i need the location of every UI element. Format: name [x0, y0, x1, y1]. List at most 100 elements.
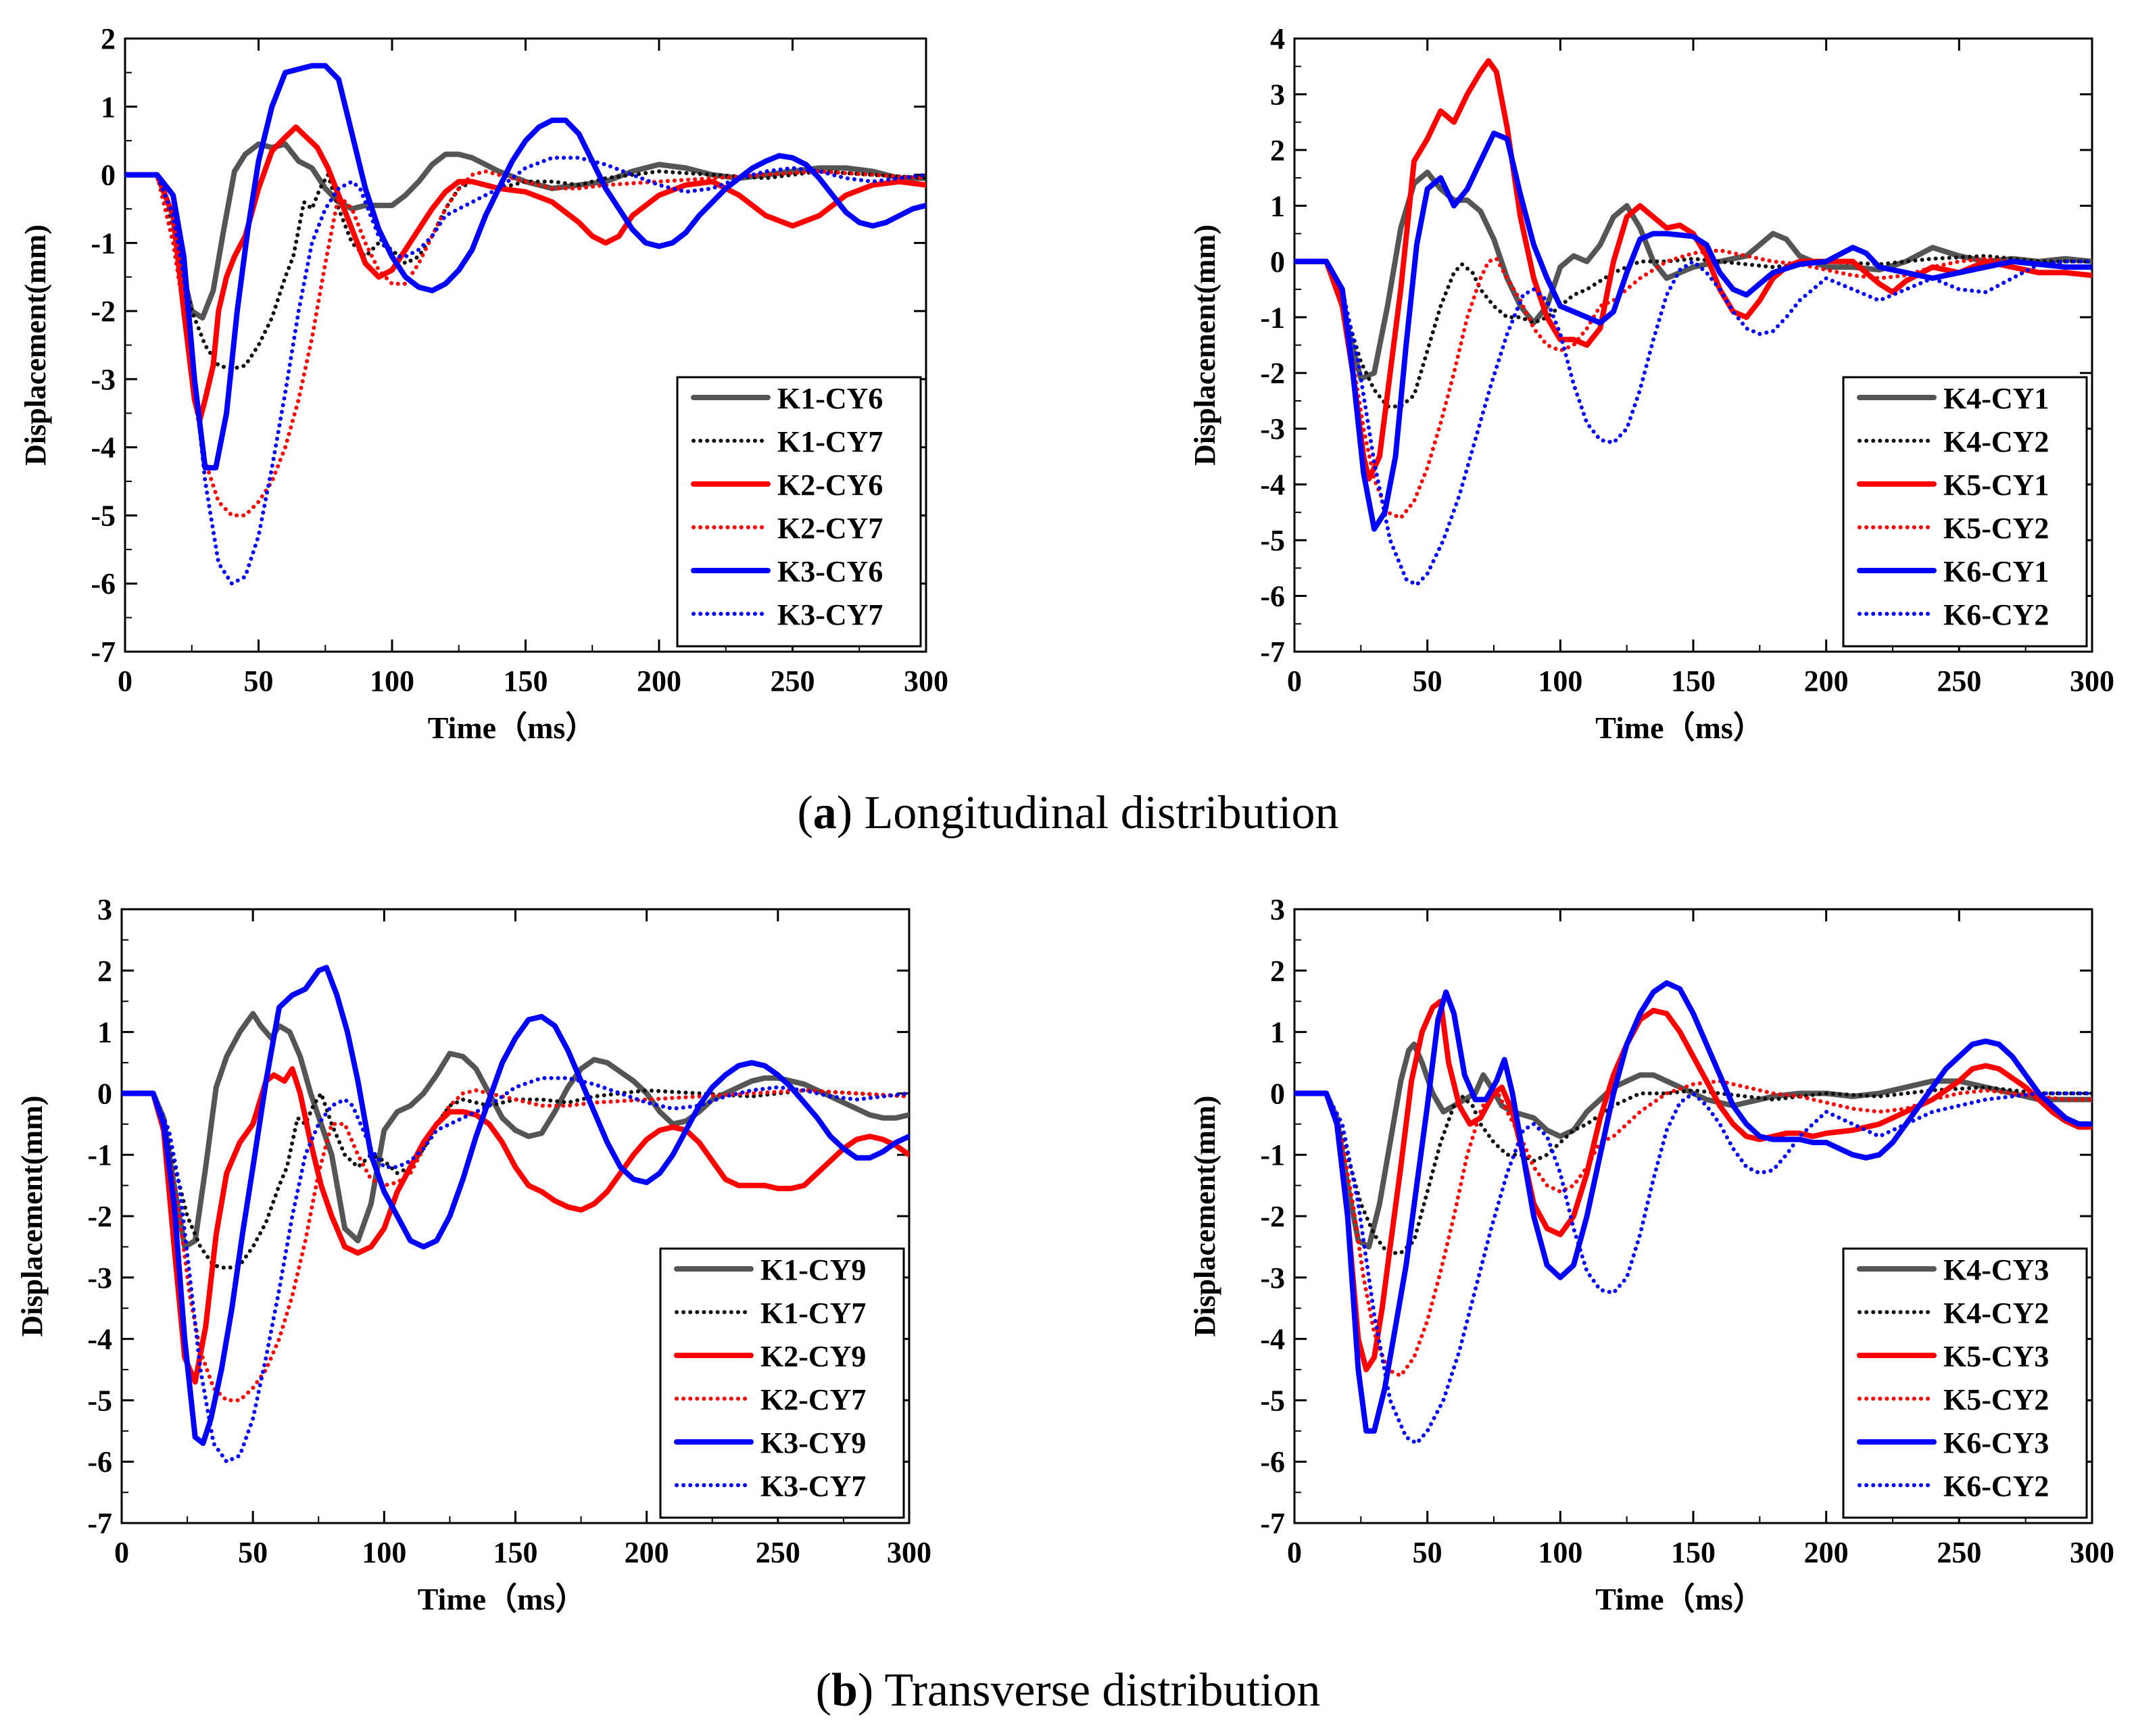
chart-longitudinal-right: 0 50 100 150 200 250 300 -7 -6 -5 -4 -3 -2 -1 0 1 2 3 4 Tim… [1188, 22, 2114, 745]
legend-label: K6-CY2 [1943, 598, 2049, 631]
x-tick-label: 50 [244, 665, 274, 698]
y-tick-label: 3 [1270, 893, 1285, 926]
x-tick-label: 150 [1671, 1536, 1716, 1569]
y-tick-label: -4 [91, 431, 116, 464]
chart-transverse-right: 0 50 100 150 200 250 300 -7 -6 -5 -4 -3 -2 -1 0 1 2 3 Time… [1188, 893, 2114, 1616]
legend-label: K4-CY1 [1943, 382, 2049, 415]
series-line-k6-cy3 [1294, 980, 2092, 1434]
legend-label: K6-CY2 [1943, 1470, 2049, 1503]
x-tick-label: 150 [504, 665, 548, 698]
legend-label: K1-CY9 [760, 1253, 866, 1286]
y-tick-label: -5 [91, 499, 116, 532]
y-tick-label: -7 [91, 635, 116, 669]
y-axis-label: Displacement(mm) [1188, 1096, 1221, 1337]
x-tick-label: 200 [637, 665, 681, 698]
x-axis-label: Time（ms） [428, 710, 597, 745]
y-tick-label: 2 [1270, 955, 1285, 988]
y-tick-label: -6 [1260, 580, 1285, 613]
y-tick-label: 2 [1270, 134, 1285, 167]
x-tick-label: 50 [238, 1536, 268, 1569]
y-tick-label: 3 [1270, 78, 1285, 111]
y-tick-label: 1 [101, 91, 116, 124]
y-axis-label: Displacement(mm) [1188, 224, 1221, 466]
legend: K4-CY1 K4-CY2 K5-CY1 K5-CY2 K6-CY1 K6-CY2 [1842, 376, 2088, 648]
y-tick-label: -5 [1260, 1384, 1285, 1417]
y-tick-label: -5 [87, 1384, 112, 1417]
legend-box [659, 1247, 905, 1519]
legend-label: K4-CY3 [1943, 1253, 2049, 1286]
x-tick-label: 100 [1538, 665, 1582, 698]
legend-label: K2-CY9 [760, 1340, 866, 1373]
y-tick-label: -7 [87, 1507, 112, 1540]
legend-label: K3-CY7 [760, 1470, 866, 1503]
x-tick-label: 100 [1538, 1536, 1582, 1569]
x-tick-label: 300 [887, 1536, 931, 1569]
y-tick-label: -1 [1260, 301, 1285, 334]
series-line-k5-cy2 [1294, 1079, 2092, 1378]
caption-a-text: Longitudinal distribution [864, 787, 1339, 839]
y-tick-label: -4 [87, 1323, 112, 1356]
y-tick-label: -4 [1260, 1323, 1285, 1356]
y-tick-label: 1 [97, 1016, 112, 1049]
x-tick-label: 250 [771, 665, 815, 698]
x-tick-label: 250 [1937, 665, 1981, 698]
series-line-k1-cy9 [122, 1011, 909, 1250]
legend-box [1842, 1247, 2088, 1519]
y-tick-label: -7 [1260, 1507, 1285, 1540]
x-tick-label: 0 [114, 1536, 129, 1569]
y-tick-label: 3 [97, 893, 112, 926]
y-tick-label: 4 [1270, 22, 1285, 55]
y-tick-label: -3 [91, 363, 116, 396]
legend-label: K1-CY7 [777, 425, 883, 458]
legend: K4-CY3 K4-CY2 K5-CY3 K5-CY2 K6-CY3 K6-CY2 [1842, 1247, 2088, 1519]
y-tick-label: -6 [1260, 1445, 1285, 1478]
y-tick-label: -2 [1260, 357, 1285, 390]
legend-label: K5-CY3 [1943, 1340, 2049, 1373]
y-tick-label: -2 [1260, 1200, 1285, 1233]
legend-box [676, 376, 922, 648]
x-tick-label: 100 [370, 665, 414, 698]
x-axis-label: Time（ms） [418, 1582, 587, 1616]
x-tick-label: 150 [493, 1536, 538, 1569]
caption-a-label: a [812, 787, 837, 839]
legend-label: K2-CY7 [760, 1383, 866, 1416]
legend-box [1842, 376, 2088, 648]
legend-label: K1-CY7 [760, 1297, 866, 1330]
y-tick-label: -1 [1260, 1138, 1285, 1172]
y-tick-label: -2 [87, 1200, 112, 1233]
x-tick-label: 150 [1671, 665, 1716, 698]
chart-longitudinal-left: 0 50 100 150 200 250 300 -7 -6 -5 -4 -3 -2 -1 0 1 2 Time（… [19, 22, 948, 745]
legend: K1-CY9 K1-CY7 K2-CY9 K2-CY7 K3-CY9 K3-CY7 [659, 1247, 905, 1519]
y-tick-label: -1 [91, 226, 116, 260]
y-tick-label: 0 [97, 1077, 112, 1110]
legend-label: K3-CY9 [760, 1426, 866, 1460]
caption-b-label: b [831, 1664, 858, 1716]
x-tick-label: 200 [1804, 1536, 1849, 1569]
legend-label: K4-CY2 [1943, 425, 2049, 458]
legend-label: K2-CY7 [777, 512, 883, 545]
series-line-k3-cy7 [125, 155, 926, 586]
legend-label: K5-CY2 [1943, 1383, 2049, 1416]
y-tick-label: -2 [91, 295, 116, 328]
y-tick-label: 2 [101, 22, 116, 55]
x-tick-label: 200 [1804, 665, 1849, 698]
legend-label: K3-CY6 [777, 555, 883, 588]
y-tick-label: 0 [101, 159, 116, 192]
y-tick-label: 2 [97, 955, 112, 988]
x-tick-label: 0 [1287, 1536, 1302, 1569]
x-tick-label: 0 [1287, 665, 1302, 698]
series-line-k1-cy7 [125, 169, 926, 371]
series-line-k5-cy2 [1294, 248, 2092, 521]
caption-a: (a) Longitudinal distribution [797, 787, 1339, 839]
legend-label: K3-CY7 [777, 598, 883, 631]
y-tick-label: 0 [1270, 245, 1285, 279]
chart-transverse-left: 0 50 100 150 200 250 300 -7 -6 -5 -4 -3 -2 -1 0 1 2 3 Time… [16, 893, 931, 1616]
x-axis-label: Time（ms） [1595, 710, 1764, 745]
x-tick-label: 200 [625, 1536, 669, 1569]
series-line-k3-cy9 [122, 965, 909, 1446]
series-line-k2-cy6 [125, 124, 926, 423]
series-line-k6-cy2 [1294, 1091, 2092, 1445]
x-tick-label: 0 [118, 665, 132, 698]
legend-label: K2-CY6 [777, 468, 883, 502]
